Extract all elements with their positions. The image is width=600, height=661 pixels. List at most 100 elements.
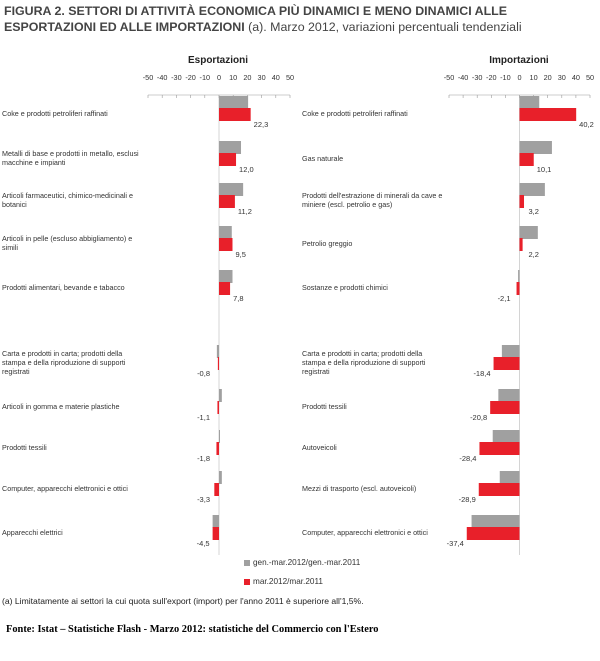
exp-tick-label-10: 50 [286,73,294,82]
imp-bar-cumulative-4 [518,270,520,283]
imp-value-label-5: -18,4 [473,369,490,378]
imp-bar-cumulative-1 [519,141,552,154]
imp-value-label-0: 40,2 [579,120,594,129]
exp-bar-monthly-4 [219,282,231,295]
exp-bar-monthly-2 [219,195,235,208]
imp-bar-monthly-2 [519,195,525,208]
imp-category-label-1: Gas naturale [302,154,344,163]
exp-value-label-5: -0,8 [197,369,210,378]
exp-tick-label-4: -10 [200,73,211,82]
imp-bar-cumulative-9 [471,515,520,528]
imp-tick-label-4: -10 [500,73,511,82]
exp-bar-cumulative-3 [219,226,232,239]
imp-tick-label-6: 10 [530,73,538,82]
imp-bar-cumulative-3 [519,226,538,239]
exp-category-label-5: Carta e prodotti in carta; prodotti dell… [2,349,126,376]
imp-bar-cumulative-6 [498,389,520,402]
exp-bar-monthly-3 [219,238,233,251]
imp-bar-cumulative-7 [492,430,520,443]
imp-value-label-8: -28,9 [459,495,476,504]
exp-bar-cumulative-8 [219,471,222,484]
imp-bar-monthly-4 [516,282,520,295]
imp-bar-cumulative-8 [499,471,520,484]
exp-bar-monthly-6 [217,401,219,414]
exp-bar-monthly-5 [217,357,219,370]
imp-bar-monthly-5 [493,357,520,370]
imp-category-label-5: Carta e prodotti in carta; prodotti dell… [302,349,426,376]
exp-tick-label-2: -30 [171,73,182,82]
exp-category-label-6: Articoli in gomma e materie plastiche [2,402,120,411]
exp-category-label-4: Prodotti alimentari, bevande e tabacco [2,283,125,292]
imp-category-label-8: Mezzi di trasporto (escl. autoveicoli) [302,484,417,493]
exp-bar-monthly-7 [216,442,219,455]
imp-value-label-2: 3,2 [529,207,539,216]
exp-bar-cumulative-0 [219,96,249,109]
imp-value-label-3: 2,2 [529,250,539,259]
exp-bar-cumulative-7 [219,430,220,443]
figure-title: FIGURA 2. SETTORI DI ATTIVITÀ ECONOMICA … [4,4,596,35]
exp-value-label-8: -3,3 [197,495,210,504]
imp-value-label-4: -2,1 [498,294,511,303]
imp-category-label-2: Prodotti dell'estrazione di minerali da … [302,191,443,209]
imp-category-label-6: Prodotti tessili [302,402,347,411]
imp-category-label-4: Sostanze e prodotti chimici [302,283,388,292]
imp-category-label-9: Computer, apparecchi elettronici e ottic… [302,528,428,537]
imp-value-label-7: -28,4 [459,454,476,463]
exp-bar-cumulative-6 [219,389,222,402]
imp-tick-label-8: 30 [558,73,566,82]
exp-value-label-2: 11,2 [238,207,252,216]
imp-bar-cumulative-0 [519,96,540,109]
figure-title-rest: (a). Marzo 2012, variazioni percentuali … [244,19,522,34]
imp-value-label-6: -20,8 [470,413,487,422]
imp-tick-label-5: 0 [517,73,521,82]
exp-value-label-1: 12,0 [239,165,254,174]
exp-tick-label-8: 30 [258,73,266,82]
exp-category-label-2: Articoli farmaceutici, chimico-medicinal… [2,191,134,209]
imp-bar-monthly-3 [519,238,523,251]
exp-tick-label-7: 20 [243,73,251,82]
exp-value-label-0: 22,3 [254,120,269,129]
imp-bar-monthly-8 [478,483,520,496]
exp-bar-monthly-9 [212,527,219,540]
exp-tick-label-1: -40 [157,73,168,82]
legend-cumulative-swatch [244,559,250,566]
imp-bar-monthly-9 [466,527,520,540]
legend-monthly-swatch [244,578,250,585]
imp-category-label-0: Coke e prodotti petroliferi raffinati [302,109,408,118]
exp-category-label-9: Apparecchi elettrici [2,528,63,537]
imp-category-label-3: Petrolio greggio [302,239,353,248]
exp-panel-title: Esportazioni [188,55,248,66]
exp-bar-cumulative-5 [216,345,219,358]
exp-category-label-1: Metalli di base e prodotti in metallo, e… [2,149,139,167]
exp-value-label-6: -1,1 [197,413,210,422]
legend-monthly: mar.2012/mar.2011 [244,577,323,586]
imp-tick-label-3: -20 [486,73,497,82]
imp-tick-label-7: 20 [544,73,552,82]
exp-bar-cumulative-1 [219,141,242,154]
exp-tick-label-9: 40 [272,73,280,82]
exp-tick-label-5: 0 [217,73,221,82]
imp-bar-monthly-1 [519,153,534,166]
exp-tick-label-6: 10 [229,73,237,82]
exp-bar-cumulative-9 [212,515,219,528]
legend-cumulative-label: gen.-mar.2012/gen.-mar.2011 [253,558,361,567]
imp-tick-label-0: -50 [444,73,455,82]
imp-bar-monthly-6 [490,401,520,414]
exp-value-label-7: -1,8 [197,454,210,463]
exp-category-label-8: Computer, apparecchi elettronici e ottic… [2,484,128,493]
exp-tick-label-3: -20 [185,73,196,82]
exp-tick-label-0: -50 [143,73,154,82]
imp-bar-cumulative-5 [501,345,520,358]
exp-category-label-3: Articoli in pelle (escluso abbigliamento… [2,234,133,252]
legend-monthly-label: mar.2012/mar.2011 [253,577,323,586]
imp-bar-cumulative-2 [519,183,545,196]
imp-panel-title: Importazioni [489,55,549,66]
imp-value-label-9: -37,4 [447,539,464,548]
imp-category-label-7: Autoveicoli [302,443,337,452]
exp-bar-monthly-0 [219,108,251,121]
legend-cumulative: gen.-mar.2012/gen.-mar.2011 [244,558,360,567]
exp-bar-monthly-8 [214,483,219,496]
exp-bar-cumulative-2 [219,183,244,196]
exp-value-label-3: 9,5 [235,250,245,259]
